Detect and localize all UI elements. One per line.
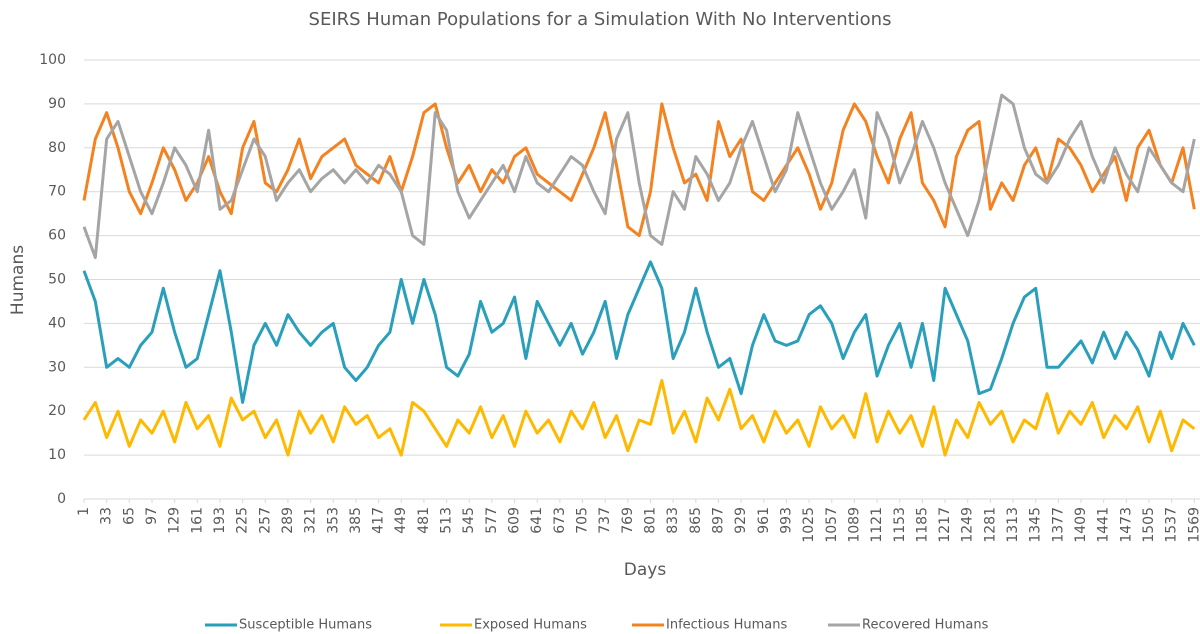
x-tick-label: 993 (778, 507, 794, 534)
x-tick-label: 385 (348, 507, 364, 534)
x-tick-label: 193 (212, 507, 228, 534)
x-tick-label: 1217 (937, 507, 953, 543)
x-tick-label: 705 (575, 507, 591, 534)
x-tick-label: 641 (529, 507, 545, 534)
x-tick-label: 577 (484, 507, 500, 534)
x-tick-label: 673 (552, 507, 568, 534)
x-tick-label: 1409 (1073, 507, 1089, 543)
y-tick-label: 40 (48, 315, 66, 331)
x-tick-label: 1089 (846, 507, 862, 543)
x-tick-label: 1057 (824, 507, 840, 543)
y-tick-label: 80 (48, 140, 66, 156)
x-axis-label: Days (624, 560, 667, 580)
x-tick-label: 161 (189, 507, 205, 534)
x-tick-label: 737 (597, 507, 613, 534)
x-tick-label: 897 (710, 507, 726, 534)
y-tick-label: 70 (48, 184, 66, 200)
legend-label: Exposed Humans (474, 618, 587, 633)
x-tick-label: 1569 (1186, 507, 1200, 543)
x-tick-label: 609 (507, 507, 523, 534)
x-tick-label: 353 (325, 507, 341, 534)
y-axis-label: Humans (8, 245, 28, 315)
x-tick-label: 1313 (1005, 507, 1021, 543)
x-tick-label: 833 (665, 507, 681, 534)
y-tick-label: 30 (48, 359, 66, 375)
x-tick-label: 417 (371, 507, 387, 534)
x-tick-label: 1121 (869, 507, 885, 543)
series-line (82, 378, 1196, 457)
x-tick-label: 33 (99, 507, 115, 525)
x-tick-label: 1345 (1028, 507, 1044, 543)
x-tick-label: 1025 (801, 507, 817, 543)
y-tick-label: 10 (48, 447, 66, 463)
y-tick-label: 100 (39, 52, 66, 68)
x-tick-label: 257 (257, 507, 273, 534)
series-line (82, 260, 1196, 404)
x-tick-label: 865 (688, 507, 704, 534)
x-tick-label: 1473 (1118, 507, 1134, 543)
series-line (82, 93, 1196, 260)
x-tick-label: 1 (76, 507, 92, 516)
x-tick-label: 65 (121, 507, 137, 525)
x-tick-label: 513 (439, 507, 455, 534)
x-tick-label: 1505 (1141, 507, 1157, 543)
x-tick-label: 289 (280, 507, 296, 534)
x-tick-label: 481 (416, 507, 432, 534)
x-tick-label: 321 (303, 507, 319, 534)
x-tick-label: 97 (144, 507, 160, 525)
x-tick-label: 929 (733, 507, 749, 534)
x-tick-label: 1185 (914, 507, 930, 543)
y-tick-label: 50 (48, 272, 66, 288)
x-tick-label: 545 (461, 507, 477, 534)
y-tick-label: 90 (48, 96, 66, 112)
x-tick-label: 1281 (982, 507, 998, 543)
x-tick-label: 449 (393, 507, 409, 534)
y-tick-label: 0 (57, 491, 66, 507)
y-tick-label: 60 (48, 228, 66, 244)
x-tick-label: 1537 (1164, 507, 1180, 543)
x-tick-label: 129 (167, 507, 183, 534)
y-tick-label: 20 (48, 403, 66, 419)
x-tick-label: 769 (620, 507, 636, 534)
x-tick-label: 1153 (892, 507, 908, 543)
x-tick-label: 801 (642, 507, 658, 534)
x-tick-label: 225 (235, 507, 251, 534)
x-tick-label: 1377 (1050, 507, 1066, 543)
x-tick-label: 1249 (960, 507, 976, 543)
chart-title: SEIRS Human Populations for a Simulation… (309, 9, 892, 30)
series-line (82, 102, 1196, 238)
legend-label: Susceptible Humans (239, 618, 372, 633)
x-tick-label: 1441 (1096, 507, 1112, 543)
legend-label: Infectious Humans (666, 618, 787, 633)
legend-label: Recovered Humans (862, 618, 989, 633)
x-tick-label: 961 (756, 507, 772, 534)
